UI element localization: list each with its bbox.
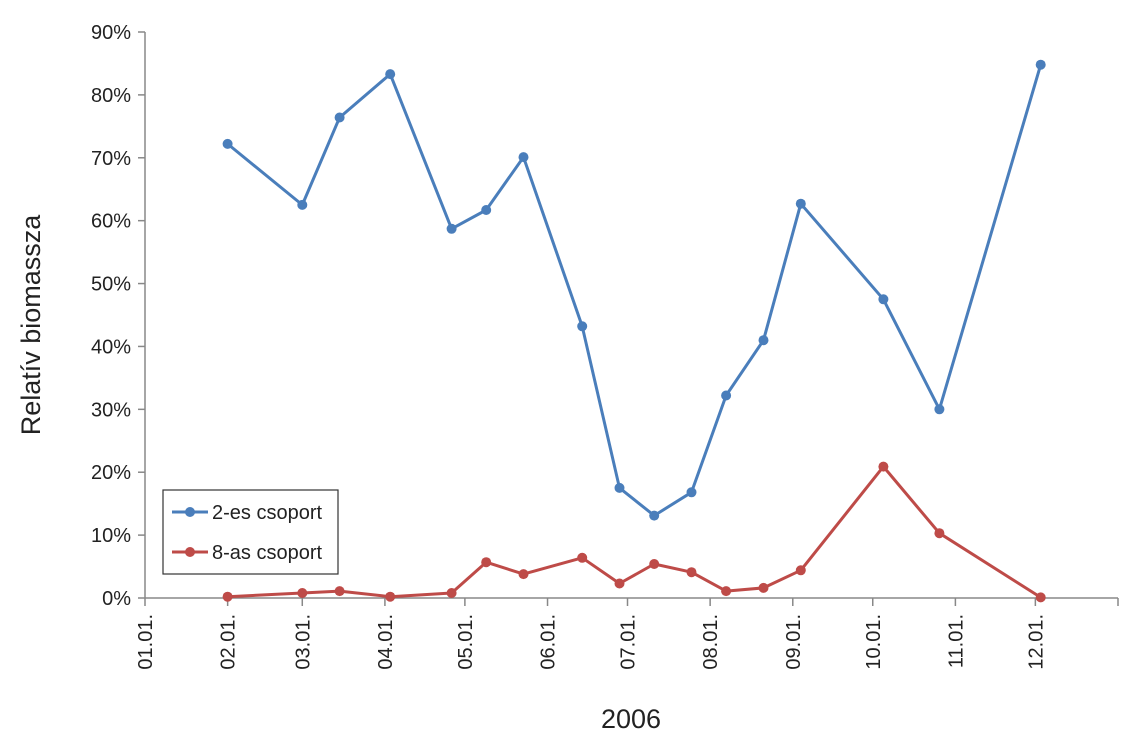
data-point-8-as-csoport xyxy=(1035,592,1046,603)
data-point-2-es-csoport xyxy=(878,294,889,305)
x-tick-label: 05.01. xyxy=(455,614,477,670)
data-point-8-as-csoport xyxy=(577,552,588,563)
data-point-8-as-csoport xyxy=(385,591,396,602)
data-point-2-es-csoport xyxy=(446,223,457,234)
legend-box xyxy=(162,489,339,575)
legend-marker-2-es xyxy=(185,507,195,517)
series-line-8-as-csoport xyxy=(227,465,1042,599)
data-point-2-es-csoport xyxy=(934,404,945,415)
data-point-8-as-csoport xyxy=(222,591,233,602)
legend-marker-8-as xyxy=(185,547,195,557)
data-point-8-as-csoport xyxy=(481,557,492,568)
y-tick-label: 60% xyxy=(91,211,131,233)
series-line-2-es-csoport xyxy=(226,64,1043,518)
y-tick-label: 40% xyxy=(91,336,131,358)
legend-label-2-es: 2-es csoport xyxy=(212,502,322,524)
data-point-2-es-csoport xyxy=(649,510,660,521)
x-tick-label: 07.01. xyxy=(618,614,640,670)
y-tick-label: 10% xyxy=(91,525,131,547)
data-point-8-as-csoport xyxy=(721,586,732,597)
data-point-8-as-csoport xyxy=(518,569,529,580)
data-point-8-as-csoport xyxy=(758,582,769,593)
data-point-8-as-csoport xyxy=(649,559,660,569)
data-point-8-as-csoport xyxy=(334,586,345,597)
y-tick-label: 20% xyxy=(91,462,131,484)
data-point-8-as-csoport xyxy=(686,567,697,578)
series-layer xyxy=(222,59,1046,603)
data-point-2-es-csoport xyxy=(222,138,233,149)
y-tick-label: 0% xyxy=(102,588,131,610)
data-point-8-as-csoport xyxy=(614,578,625,589)
x-tick-label: 01.01. xyxy=(135,614,157,670)
x-tick-label: 06.01. xyxy=(538,614,560,670)
data-point-2-es-csoport xyxy=(686,487,697,498)
y-tick-label: 70% xyxy=(91,148,131,170)
data-point-2-es-csoport xyxy=(334,112,345,123)
y-tick-label: 80% xyxy=(91,85,131,107)
x-axis-title: 2006 xyxy=(601,704,661,734)
y-tick-label: 50% xyxy=(91,274,131,296)
data-point-2-es-csoport xyxy=(758,335,769,346)
y-ticks: 0% 10% 20% 30% 40% 50% 60% 70% 80% 90% xyxy=(91,22,145,610)
data-point-8-as-csoport xyxy=(795,565,806,576)
x-tick-label: 11.01. xyxy=(945,614,967,668)
data-point-2-es-csoport xyxy=(518,152,529,163)
data-point-2-es-csoport xyxy=(577,321,588,332)
data-point-2-es-csoport xyxy=(1035,59,1046,70)
y-tick-label: 30% xyxy=(91,399,131,421)
x-tick-label: 03.01. xyxy=(292,614,314,670)
data-point-2-es-csoport xyxy=(795,198,806,209)
x-tick-label: 10.01. xyxy=(863,614,885,670)
data-point-2-es-csoport xyxy=(297,199,308,210)
y-axis-title: Relatív biomassza xyxy=(16,214,46,436)
data-point-8-as-csoport xyxy=(446,588,457,598)
data-point-8-as-csoport xyxy=(297,588,308,598)
data-point-8-as-csoport xyxy=(878,461,889,472)
x-tick-label: 09.01. xyxy=(783,614,805,670)
data-point-2-es-csoport xyxy=(481,205,492,215)
data-point-8-as-csoport xyxy=(934,528,945,539)
x-tick-label: 04.01. xyxy=(375,614,397,670)
x-ticks: 01.01. 02.01. 03.01. 04.01. 05.01. 06.01. 07.0… xyxy=(135,598,1119,670)
legend: 2-es csoport 8-as csoport xyxy=(162,489,339,575)
x-tick-label: 08.01. xyxy=(700,614,722,670)
data-point-2-es-csoport xyxy=(614,482,625,493)
x-tick-label: 02.01. xyxy=(218,614,240,670)
data-point-2-es-csoport xyxy=(721,390,732,401)
data-point-2-es-csoport xyxy=(385,69,396,80)
x-tick-label: 12.01. xyxy=(1025,614,1047,670)
legend-label-8-as: 8-as csoport xyxy=(212,542,322,564)
y-tick-label: 90% xyxy=(91,22,131,44)
